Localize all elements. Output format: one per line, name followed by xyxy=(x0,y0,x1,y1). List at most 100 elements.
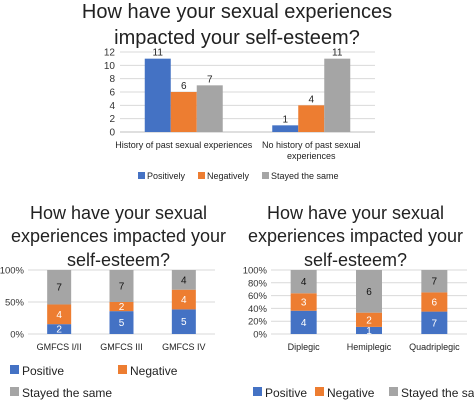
data-label: 7 xyxy=(56,283,62,294)
y-tick-label: 10 xyxy=(104,61,116,72)
legend-label: Negative xyxy=(130,364,178,378)
x-category-label: GMFCS I/II xyxy=(37,342,82,352)
chart-bottom-left-svg: How have your sexual experiences impacted… xyxy=(0,203,226,400)
bar-segment xyxy=(290,293,317,311)
x-category-label: GMFCS III xyxy=(100,342,143,352)
data-label: 2 xyxy=(366,315,372,326)
bar xyxy=(272,125,299,132)
x-category-label: Hemiplegic xyxy=(347,342,392,352)
data-label: 4 xyxy=(181,275,187,286)
legend-label: Stayed the same xyxy=(271,171,339,181)
bar-segment xyxy=(421,292,448,312)
legend-swatch xyxy=(10,387,19,396)
y-tick-label: 2 xyxy=(109,114,115,125)
chart-top: How have your sexual experiences impacted… xyxy=(0,0,474,190)
bar-segment xyxy=(109,302,134,312)
y-tick-label: 80% xyxy=(248,278,268,289)
data-label: 4 xyxy=(301,277,307,288)
bar-segment xyxy=(171,289,196,310)
legend-swatch xyxy=(138,172,145,179)
bar xyxy=(196,85,223,132)
bar-segment xyxy=(171,270,196,290)
bar-segment xyxy=(290,270,317,294)
bar-segment xyxy=(356,312,382,327)
data-label: 4 xyxy=(308,94,314,105)
legend-label: Positive xyxy=(22,364,64,378)
y-tick-label: 4 xyxy=(109,101,115,112)
bar-segment xyxy=(171,309,196,334)
bar-segment xyxy=(109,270,134,302)
x-category-label: experiences xyxy=(287,151,336,161)
legend-swatch xyxy=(262,172,269,179)
bar xyxy=(144,58,171,132)
y-tick-label: 40% xyxy=(248,304,268,315)
chart-title-line: self-esteem? xyxy=(67,250,170,270)
legend-swatch xyxy=(10,365,19,374)
bar-segment xyxy=(421,311,448,334)
data-label: 6 xyxy=(181,81,187,92)
legend-label: Positively xyxy=(147,171,186,181)
data-label: 7 xyxy=(119,282,125,293)
data-label: 4 xyxy=(181,295,187,306)
x-category-label: Diplegic xyxy=(288,342,321,352)
y-tick-label: 100% xyxy=(0,266,25,277)
chart-bottom-right-svg: How have your sexual experiences impacted… xyxy=(243,203,474,400)
y-tick-label: 60% xyxy=(248,291,268,302)
data-label: 11 xyxy=(332,48,343,59)
legend-label: Stayed the same xyxy=(401,386,474,400)
bar-segment xyxy=(421,270,448,293)
x-category-label: GMFCS IV xyxy=(162,342,206,352)
chart-title-line: How have your sexual xyxy=(30,203,207,223)
legend-label: Negative xyxy=(327,386,375,400)
chart-top-svg: How have your sexual experiences impacted… xyxy=(82,1,392,181)
y-tick-label: 50% xyxy=(5,298,25,309)
chart-title-line: impacted your self-esteem? xyxy=(114,27,360,49)
data-label: 1 xyxy=(282,114,288,125)
data-label: 3 xyxy=(301,298,307,309)
bar-segment xyxy=(356,270,382,313)
legend-swatch xyxy=(198,172,205,179)
data-label: 6 xyxy=(432,298,438,309)
legend-label: Negatively xyxy=(207,171,250,181)
chart-bottom-right: How have your sexual experiences impacted… xyxy=(237,198,474,401)
chart-title-line: How have your sexual xyxy=(267,203,444,223)
y-tick-label: 20% xyxy=(248,317,268,328)
bar-segment xyxy=(290,310,317,334)
legend-swatch xyxy=(118,365,127,374)
chart-title-line: experiences impacted your xyxy=(248,226,463,246)
y-tick-label: 0% xyxy=(10,330,24,341)
data-label: 7 xyxy=(432,277,438,288)
x-category-label: No history of past sexual xyxy=(262,140,361,150)
chart-title-line: experiences impacted your xyxy=(11,226,226,246)
chart-title-line: self-esteem? xyxy=(304,250,407,270)
data-label: 6 xyxy=(366,287,372,298)
x-category-label: History of past sexual experiences xyxy=(115,140,253,150)
y-tick-label: 12 xyxy=(104,48,116,59)
data-label: 5 xyxy=(181,317,187,328)
data-label: 7 xyxy=(432,318,438,329)
data-label: 2 xyxy=(56,325,62,336)
y-tick-label: 8 xyxy=(109,74,115,85)
chart-bottom-left: How have your sexual experiences impacted… xyxy=(0,198,237,401)
legend-label: Positive xyxy=(265,386,307,400)
data-label: 7 xyxy=(207,74,213,85)
bar-segment xyxy=(47,270,72,305)
y-tick-label: 100% xyxy=(243,266,268,277)
y-tick-label: 0 xyxy=(109,128,115,139)
legend-swatch xyxy=(315,387,324,396)
y-tick-label: 6 xyxy=(109,88,115,99)
data-label: 4 xyxy=(301,318,307,329)
chart-title-line: How have your sexual experiences xyxy=(82,1,392,23)
data-label: 1 xyxy=(366,326,372,337)
data-label: 11 xyxy=(153,48,164,59)
data-label: 2 xyxy=(119,302,125,313)
legend-swatch xyxy=(253,387,262,396)
legend-swatch xyxy=(389,387,398,396)
bar xyxy=(170,92,197,132)
data-label: 4 xyxy=(56,310,62,321)
x-category-label: Quadriplegic xyxy=(409,342,460,352)
data-label: 5 xyxy=(119,318,125,329)
bar xyxy=(324,58,351,132)
bar-segment xyxy=(356,326,382,334)
bar-segment xyxy=(47,304,72,325)
